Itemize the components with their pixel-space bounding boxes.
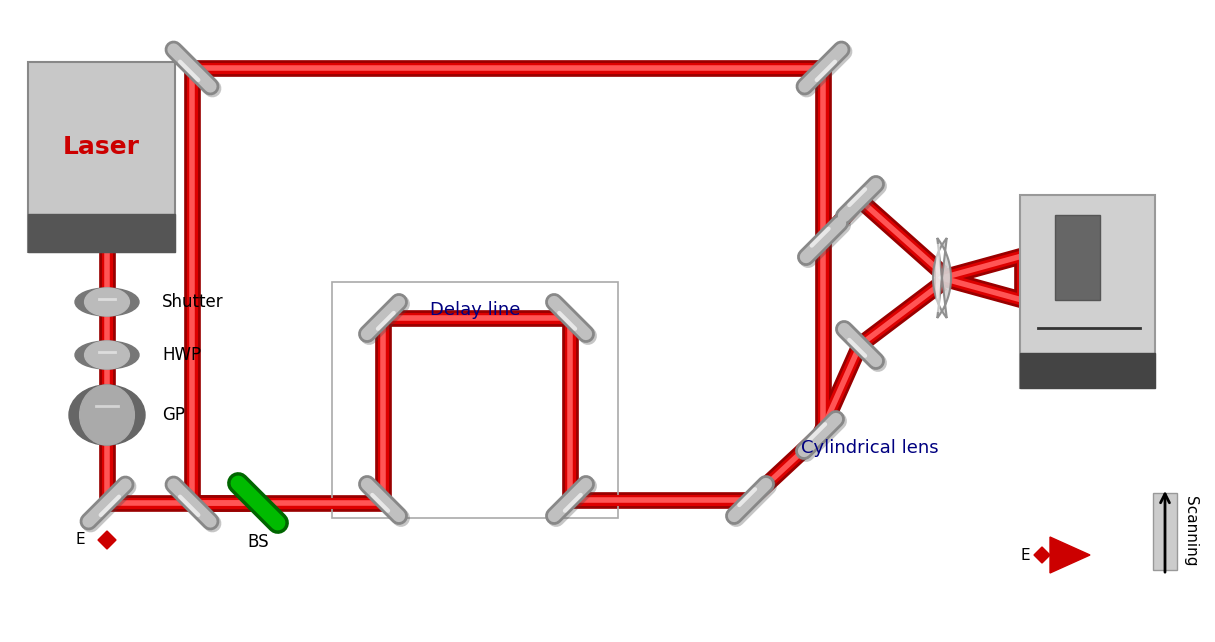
- Text: BS: BS: [247, 533, 269, 551]
- Ellipse shape: [69, 385, 145, 445]
- Bar: [28, 62, 175, 252]
- Text: Delay line: Delay line: [430, 301, 520, 319]
- Ellipse shape: [85, 288, 130, 316]
- Bar: [1021, 353, 1155, 388]
- Bar: [1153, 493, 1177, 570]
- Text: E: E: [75, 532, 85, 548]
- Text: Laser: Laser: [63, 135, 140, 159]
- Ellipse shape: [80, 385, 135, 445]
- Ellipse shape: [85, 341, 130, 369]
- Bar: [1055, 215, 1100, 300]
- Polygon shape: [1034, 547, 1050, 563]
- Bar: [28, 214, 175, 252]
- Text: HWP: HWP: [162, 346, 202, 364]
- Text: Shutter: Shutter: [162, 293, 224, 311]
- Text: Scanning: Scanning: [1183, 496, 1198, 567]
- Text: GP: GP: [162, 406, 185, 424]
- Text: Cylindrical lens: Cylindrical lens: [801, 439, 939, 457]
- Bar: [1021, 195, 1155, 388]
- Bar: [332, 282, 618, 518]
- Polygon shape: [1050, 537, 1090, 573]
- Polygon shape: [933, 238, 951, 318]
- Ellipse shape: [75, 288, 139, 316]
- Text: E: E: [1021, 548, 1030, 562]
- Ellipse shape: [75, 341, 139, 369]
- Polygon shape: [98, 531, 115, 549]
